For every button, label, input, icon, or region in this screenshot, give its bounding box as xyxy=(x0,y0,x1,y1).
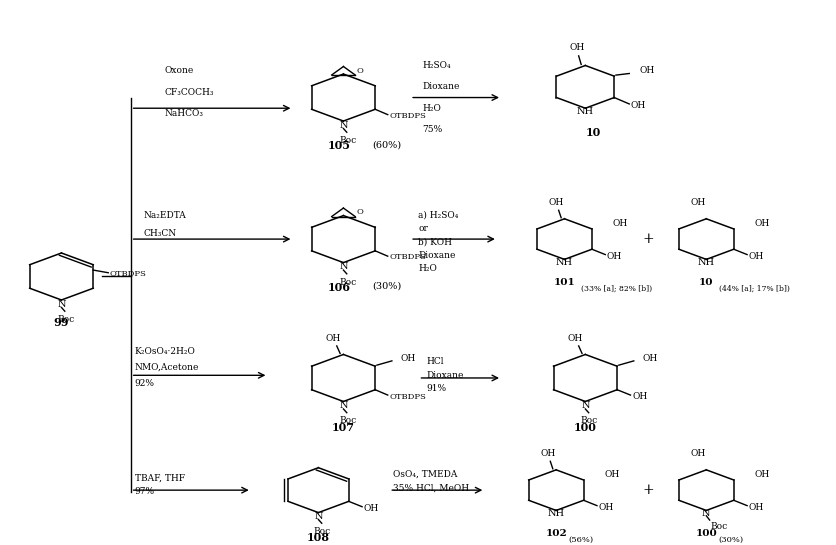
Text: 102: 102 xyxy=(544,529,566,537)
Text: 100: 100 xyxy=(573,422,596,433)
Text: OH: OH xyxy=(612,219,627,228)
Text: H₂O: H₂O xyxy=(422,104,441,113)
Text: OTBDPS: OTBDPS xyxy=(389,112,426,120)
Text: N: N xyxy=(339,121,347,130)
Text: (56%): (56%) xyxy=(568,536,593,543)
Text: Boc: Boc xyxy=(339,416,356,426)
Text: H₂SO₄: H₂SO₄ xyxy=(422,61,451,70)
Text: OH: OH xyxy=(748,252,763,261)
Text: NH: NH xyxy=(697,258,714,267)
Text: Dioxane: Dioxane xyxy=(422,82,460,92)
Text: K₂OsO₄·2H₂O: K₂OsO₄·2H₂O xyxy=(135,347,196,356)
Text: OTBDPS: OTBDPS xyxy=(110,270,146,278)
Text: N: N xyxy=(314,512,322,521)
Text: +: + xyxy=(641,232,653,246)
Text: (30%): (30%) xyxy=(372,282,401,291)
Text: 101: 101 xyxy=(553,277,574,287)
Text: or: or xyxy=(418,224,428,233)
Text: Boc: Boc xyxy=(314,527,331,536)
Text: OTBDPS: OTBDPS xyxy=(389,253,426,261)
Text: 10: 10 xyxy=(698,277,713,287)
Text: H₂O: H₂O xyxy=(418,264,437,273)
Text: 35% HCl, MeOH: 35% HCl, MeOH xyxy=(393,484,469,493)
Text: OH: OH xyxy=(598,502,613,512)
Text: OH: OH xyxy=(567,334,582,343)
Text: 100: 100 xyxy=(695,529,716,537)
Text: 106: 106 xyxy=(328,282,350,293)
Text: OH: OH xyxy=(690,449,705,458)
Text: OH: OH xyxy=(630,101,645,110)
Text: O: O xyxy=(355,67,363,75)
Text: (33% [a]; 82% [b]): (33% [a]; 82% [b]) xyxy=(580,284,651,293)
Text: N: N xyxy=(701,509,710,518)
Text: NH: NH xyxy=(547,509,564,518)
Text: OH: OH xyxy=(639,66,654,75)
Text: OsO₄, TMEDA: OsO₄, TMEDA xyxy=(393,470,457,479)
Text: (30%): (30%) xyxy=(718,536,743,543)
Text: Oxone: Oxone xyxy=(164,66,193,75)
Text: (44% [a]; 17% [b]): (44% [a]; 17% [b]) xyxy=(718,284,788,293)
Text: 108: 108 xyxy=(307,532,329,543)
Text: N: N xyxy=(339,262,347,271)
Text: OTBDPS: OTBDPS xyxy=(389,392,426,401)
Text: CF₃COCH₃: CF₃COCH₃ xyxy=(164,88,213,96)
Text: Na₂EDTA: Na₂EDTA xyxy=(143,210,186,220)
Text: OH: OH xyxy=(400,354,415,363)
Text: 97%: 97% xyxy=(135,487,155,496)
Text: 10: 10 xyxy=(585,127,600,138)
Text: Boc: Boc xyxy=(580,416,598,426)
Text: OH: OH xyxy=(548,198,563,207)
Text: HCl: HCl xyxy=(426,358,444,366)
Text: a) H₂SO₄: a) H₂SO₄ xyxy=(418,210,458,220)
Text: Boc: Boc xyxy=(710,522,726,531)
Text: TBAF, THF: TBAF, THF xyxy=(135,474,185,482)
Text: N: N xyxy=(57,300,65,309)
Text: OH: OH xyxy=(631,392,646,401)
Text: +: + xyxy=(641,483,653,497)
Text: 105: 105 xyxy=(328,140,350,152)
Text: (60%): (60%) xyxy=(372,140,401,149)
Text: NH: NH xyxy=(576,107,594,116)
Text: OH: OH xyxy=(325,334,340,343)
Text: OH: OH xyxy=(539,449,555,458)
Text: OH: OH xyxy=(364,504,379,513)
Text: Dioxane: Dioxane xyxy=(418,251,456,259)
Text: N: N xyxy=(580,401,589,410)
Text: b) KOH: b) KOH xyxy=(418,237,452,246)
Text: 107: 107 xyxy=(332,422,354,433)
Text: 91%: 91% xyxy=(426,384,446,393)
Text: Boc: Boc xyxy=(339,277,356,287)
Text: OH: OH xyxy=(748,502,763,512)
Text: OH: OH xyxy=(754,470,769,479)
Text: N: N xyxy=(339,401,347,410)
Text: Dioxane: Dioxane xyxy=(426,371,464,380)
Text: 75%: 75% xyxy=(422,125,442,134)
Text: NH: NH xyxy=(555,258,573,267)
Text: OH: OH xyxy=(754,219,769,228)
Text: CH₃CN: CH₃CN xyxy=(143,229,176,238)
Text: 99: 99 xyxy=(54,317,69,328)
Text: OH: OH xyxy=(606,252,621,261)
Text: OH: OH xyxy=(568,43,584,52)
Text: NaHCO₃: NaHCO₃ xyxy=(164,109,203,118)
Text: OH: OH xyxy=(690,198,705,207)
Text: O: O xyxy=(355,208,363,216)
Text: NMO,Acetone: NMO,Acetone xyxy=(135,363,199,372)
Text: Boc: Boc xyxy=(57,315,74,324)
Text: OH: OH xyxy=(604,470,619,479)
Text: 92%: 92% xyxy=(135,379,155,388)
Text: Boc: Boc xyxy=(339,136,356,145)
Text: OH: OH xyxy=(641,354,656,363)
